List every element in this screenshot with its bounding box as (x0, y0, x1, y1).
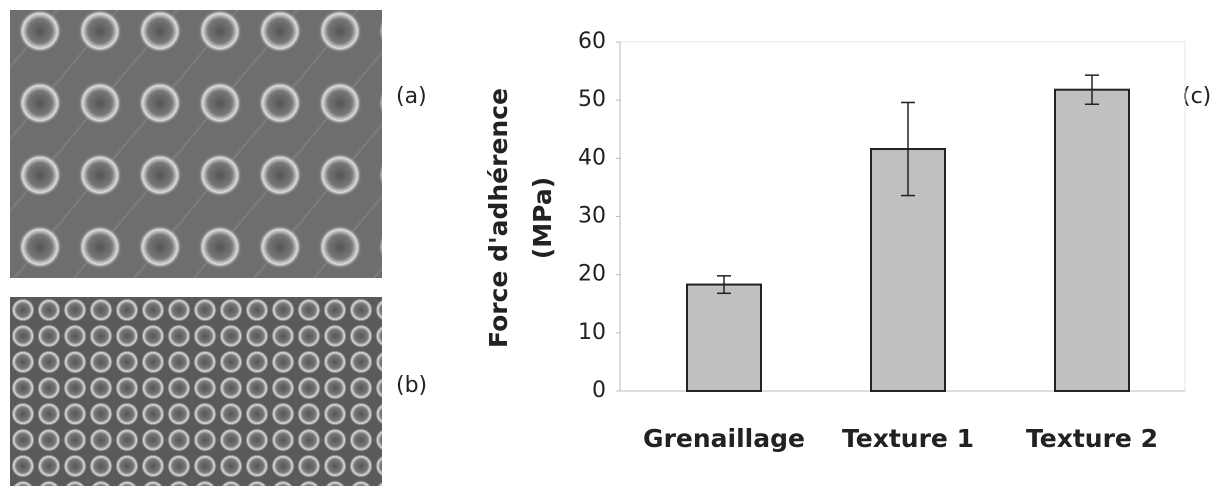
y-tick-label: 50 (578, 87, 606, 112)
y-tick-label: 30 (578, 204, 606, 229)
sem-image-b (10, 297, 382, 486)
y-tick-label: 60 (578, 29, 606, 54)
sem-image-a (10, 10, 382, 278)
y-tick-label: 40 (578, 145, 606, 170)
y-tick-label: 10 (578, 320, 606, 345)
y-tick-label: 0 (592, 378, 606, 403)
panel-label: (b) (396, 373, 427, 398)
y-axis-unit: (MPa) (528, 177, 557, 259)
panel-label: (c) (1182, 84, 1211, 109)
x-tick-label: Grenaillage (643, 424, 805, 453)
y-tick-label: 20 (578, 262, 606, 287)
bar (1054, 88, 1130, 393)
x-tick-label: Texture 2 (1026, 424, 1158, 453)
y-axis-title: Force d'adhérence (484, 88, 513, 348)
bar (686, 283, 762, 392)
x-tick-label: Texture 1 (842, 424, 974, 453)
panel-label: (a) (396, 84, 427, 109)
